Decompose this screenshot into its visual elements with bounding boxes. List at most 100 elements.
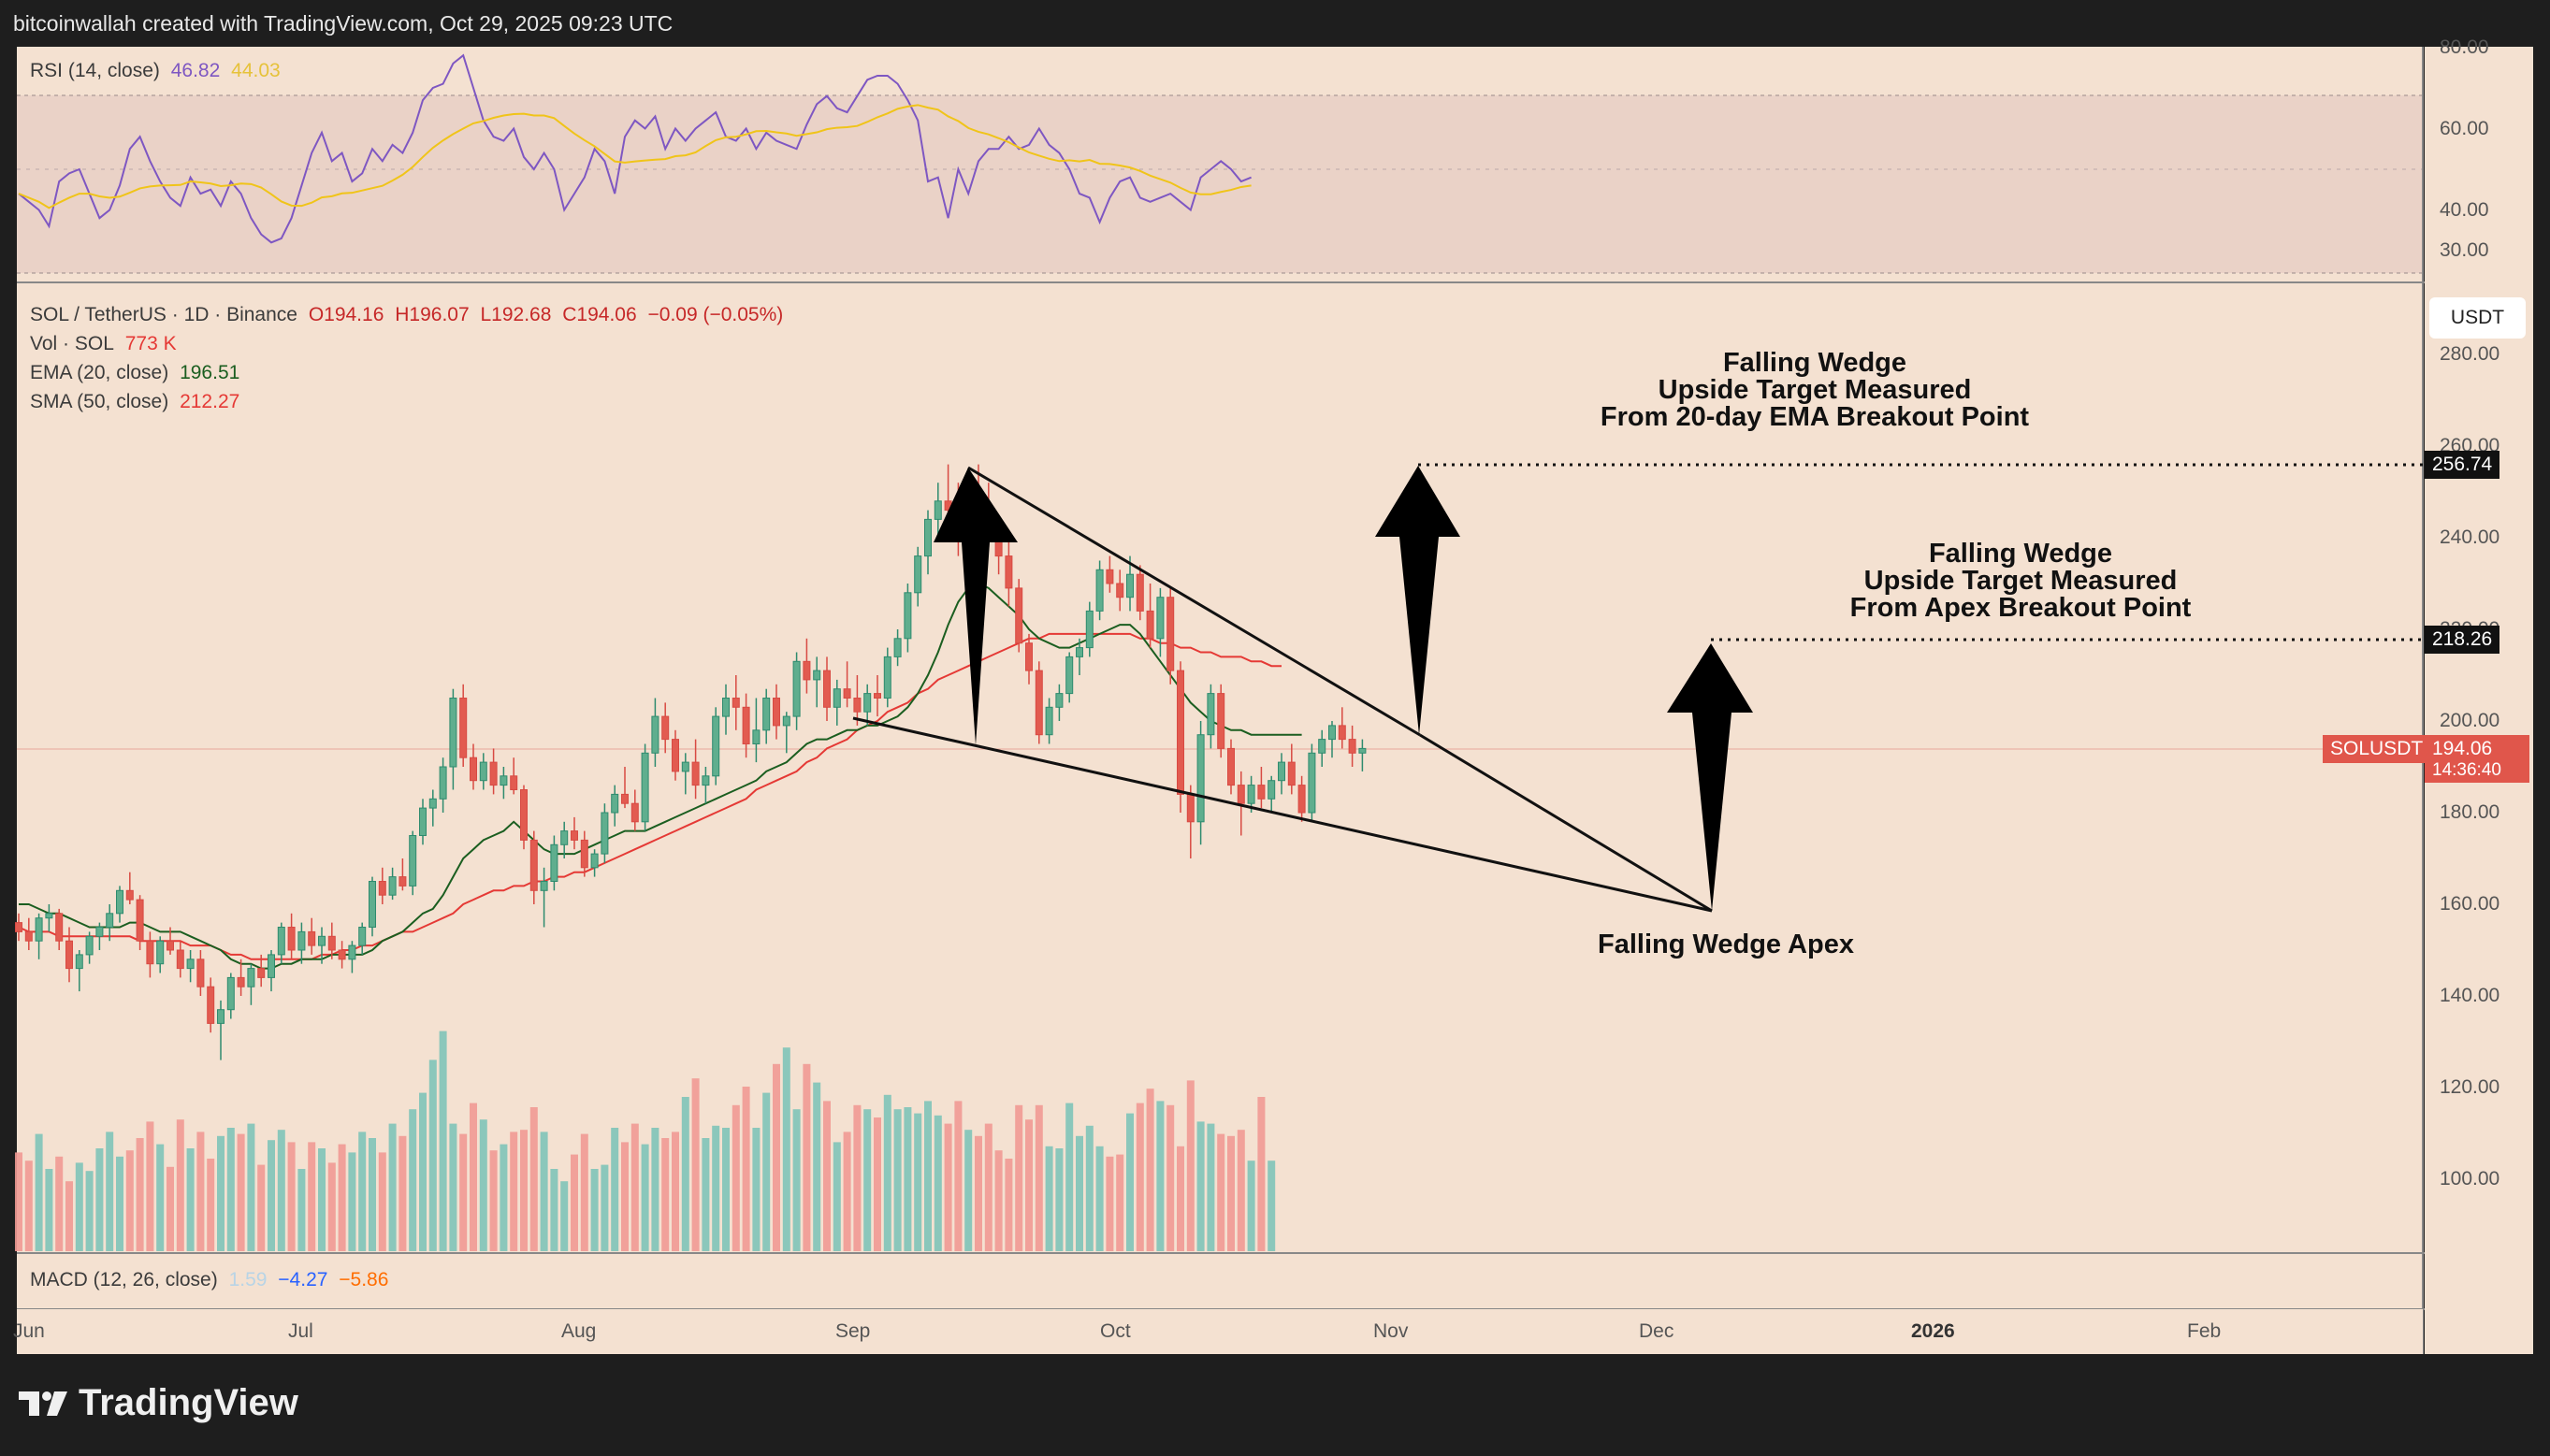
- volume-bar: [1186, 1080, 1195, 1251]
- flagpole-arrow[interactable]: [934, 468, 1018, 745]
- target-lower-tag: 218.26: [2425, 626, 2500, 654]
- volume-bar: [580, 1133, 588, 1251]
- candle-body: [186, 959, 195, 970]
- volume-bar: [470, 1103, 477, 1251]
- volume-bar: [1005, 1159, 1013, 1251]
- rsi-axis-label: 60.00: [2440, 117, 2489, 139]
- volume-bar: [348, 1152, 356, 1251]
- price-axis-label: 180.00: [2440, 801, 2500, 823]
- rsi-axis-label: 80.00: [2440, 36, 2489, 58]
- target-upper-line-2: Upside Target Measured: [1658, 375, 1972, 405]
- volume-bar: [297, 1169, 306, 1251]
- volume-bar: [1166, 1104, 1175, 1251]
- candle-body: [85, 935, 94, 956]
- candle-body: [106, 913, 114, 928]
- candle-body: [1247, 785, 1255, 804]
- volume-bar: [85, 1171, 94, 1251]
- candle-body: [843, 688, 851, 699]
- candle-body: [833, 688, 841, 708]
- candle-body: [914, 555, 922, 594]
- volume-bar: [611, 1128, 619, 1251]
- candle-body: [1278, 761, 1285, 782]
- rsi-ma-line: [18, 104, 1252, 209]
- apex-annotation[interactable]: Falling Wedge Apex: [1598, 930, 1854, 959]
- candle-body: [1126, 573, 1134, 598]
- volume-bar: [1156, 1101, 1165, 1251]
- candle-body: [1146, 610, 1154, 640]
- candle-body: [1045, 706, 1053, 736]
- wedge-upper-trendline[interactable]: [967, 466, 1421, 737]
- candle-body: [712, 715, 720, 777]
- candle-body: [672, 739, 679, 772]
- volume-bar: [964, 1130, 973, 1251]
- volume-bar: [65, 1181, 73, 1251]
- candle-body: [1257, 785, 1266, 800]
- volume-bar: [1237, 1130, 1245, 1251]
- candle-body: [45, 913, 53, 919]
- candle-body: [136, 899, 144, 942]
- rsi-axis-label: 30.00: [2440, 239, 2489, 261]
- apex-breakout-arrow[interactable]: [1667, 643, 1753, 911]
- volume-bar: [1076, 1135, 1083, 1251]
- volume-bar: [95, 1148, 104, 1251]
- target-lower-annotation[interactable]: Falling Wedge Upside Target Measured Fro…: [1759, 541, 2282, 622]
- sma-legend[interactable]: SMA (50, close) 212.27: [30, 391, 245, 413]
- wedge-drawings[interactable]: [852, 463, 2423, 913]
- candle-body: [500, 775, 508, 786]
- candle-body: [75, 954, 83, 970]
- wedge-upper-trendline-extension[interactable]: [1419, 733, 1713, 913]
- volume-bar: [1126, 1113, 1134, 1251]
- rsi-name: RSI (14, close): [30, 60, 160, 81]
- volume-bar: [853, 1104, 862, 1251]
- candle-body: [125, 889, 134, 901]
- candle-body: [217, 1009, 225, 1024]
- volume-legend[interactable]: Vol · SOL 773 K: [30, 333, 182, 355]
- volume-bar: [1268, 1160, 1276, 1251]
- ema-legend[interactable]: EMA (20, close) 196.51: [30, 362, 245, 384]
- candle-body: [1106, 569, 1114, 584]
- candle-body: [742, 706, 750, 744]
- volume-bar: [1055, 1148, 1064, 1251]
- candle-body: [287, 927, 296, 951]
- ema-value: 196.51: [180, 362, 240, 383]
- currency-button[interactable]: USDT: [2429, 297, 2526, 339]
- volume-bar: [702, 1138, 710, 1251]
- candle-body: [823, 670, 831, 708]
- volume-bar: [449, 1123, 457, 1251]
- volume-bar: [125, 1150, 134, 1251]
- candle-body: [95, 927, 104, 937]
- volume-bar: [984, 1123, 992, 1251]
- macd-legend[interactable]: MACD (12, 26, close) 1.59 −4.27 −5.86: [30, 1269, 394, 1291]
- price-legend[interactable]: SOL / TetherUS · 1D · Binance O194.16 H1…: [30, 304, 789, 326]
- candle-body: [874, 693, 881, 699]
- candle-body: [308, 930, 316, 946]
- tradingview-logo[interactable]: TradingView: [19, 1382, 298, 1424]
- volume-bar: [327, 1162, 336, 1251]
- time-axis-label: Jun: [13, 1320, 45, 1342]
- volume-bar: [398, 1135, 407, 1251]
- candle-body: [560, 830, 569, 845]
- volume-bar: [55, 1156, 64, 1251]
- rsi-legend[interactable]: RSI (14, close) 46.82 44.03: [30, 60, 286, 82]
- target-upper-annotation[interactable]: Falling Wedge Upside Target Measured Fro…: [1553, 350, 2077, 431]
- candle-body: [773, 698, 780, 727]
- volume-bar: [1085, 1125, 1094, 1251]
- candle-body: [681, 761, 689, 772]
- volume-bar: [914, 1113, 922, 1251]
- candle-body: [470, 757, 477, 782]
- volume-bar: [732, 1104, 740, 1251]
- volume-bar: [167, 1166, 174, 1251]
- candle-body: [1156, 597, 1165, 640]
- wedge-lower-trendline[interactable]: [852, 716, 1713, 913]
- volume-bar: [479, 1119, 487, 1251]
- target-lower-line-3: From Apex Breakout Point: [1849, 593, 2192, 623]
- volume-bar: [792, 1109, 801, 1251]
- volume-bar: [287, 1142, 296, 1251]
- ema-breakout-arrow[interactable]: [1375, 466, 1460, 735]
- candle-body: [1177, 670, 1184, 795]
- candle-body: [1217, 693, 1225, 749]
- candle-body: [1055, 693, 1064, 708]
- candle-body: [883, 656, 891, 699]
- macd-value-1: 1.59: [228, 1269, 268, 1290]
